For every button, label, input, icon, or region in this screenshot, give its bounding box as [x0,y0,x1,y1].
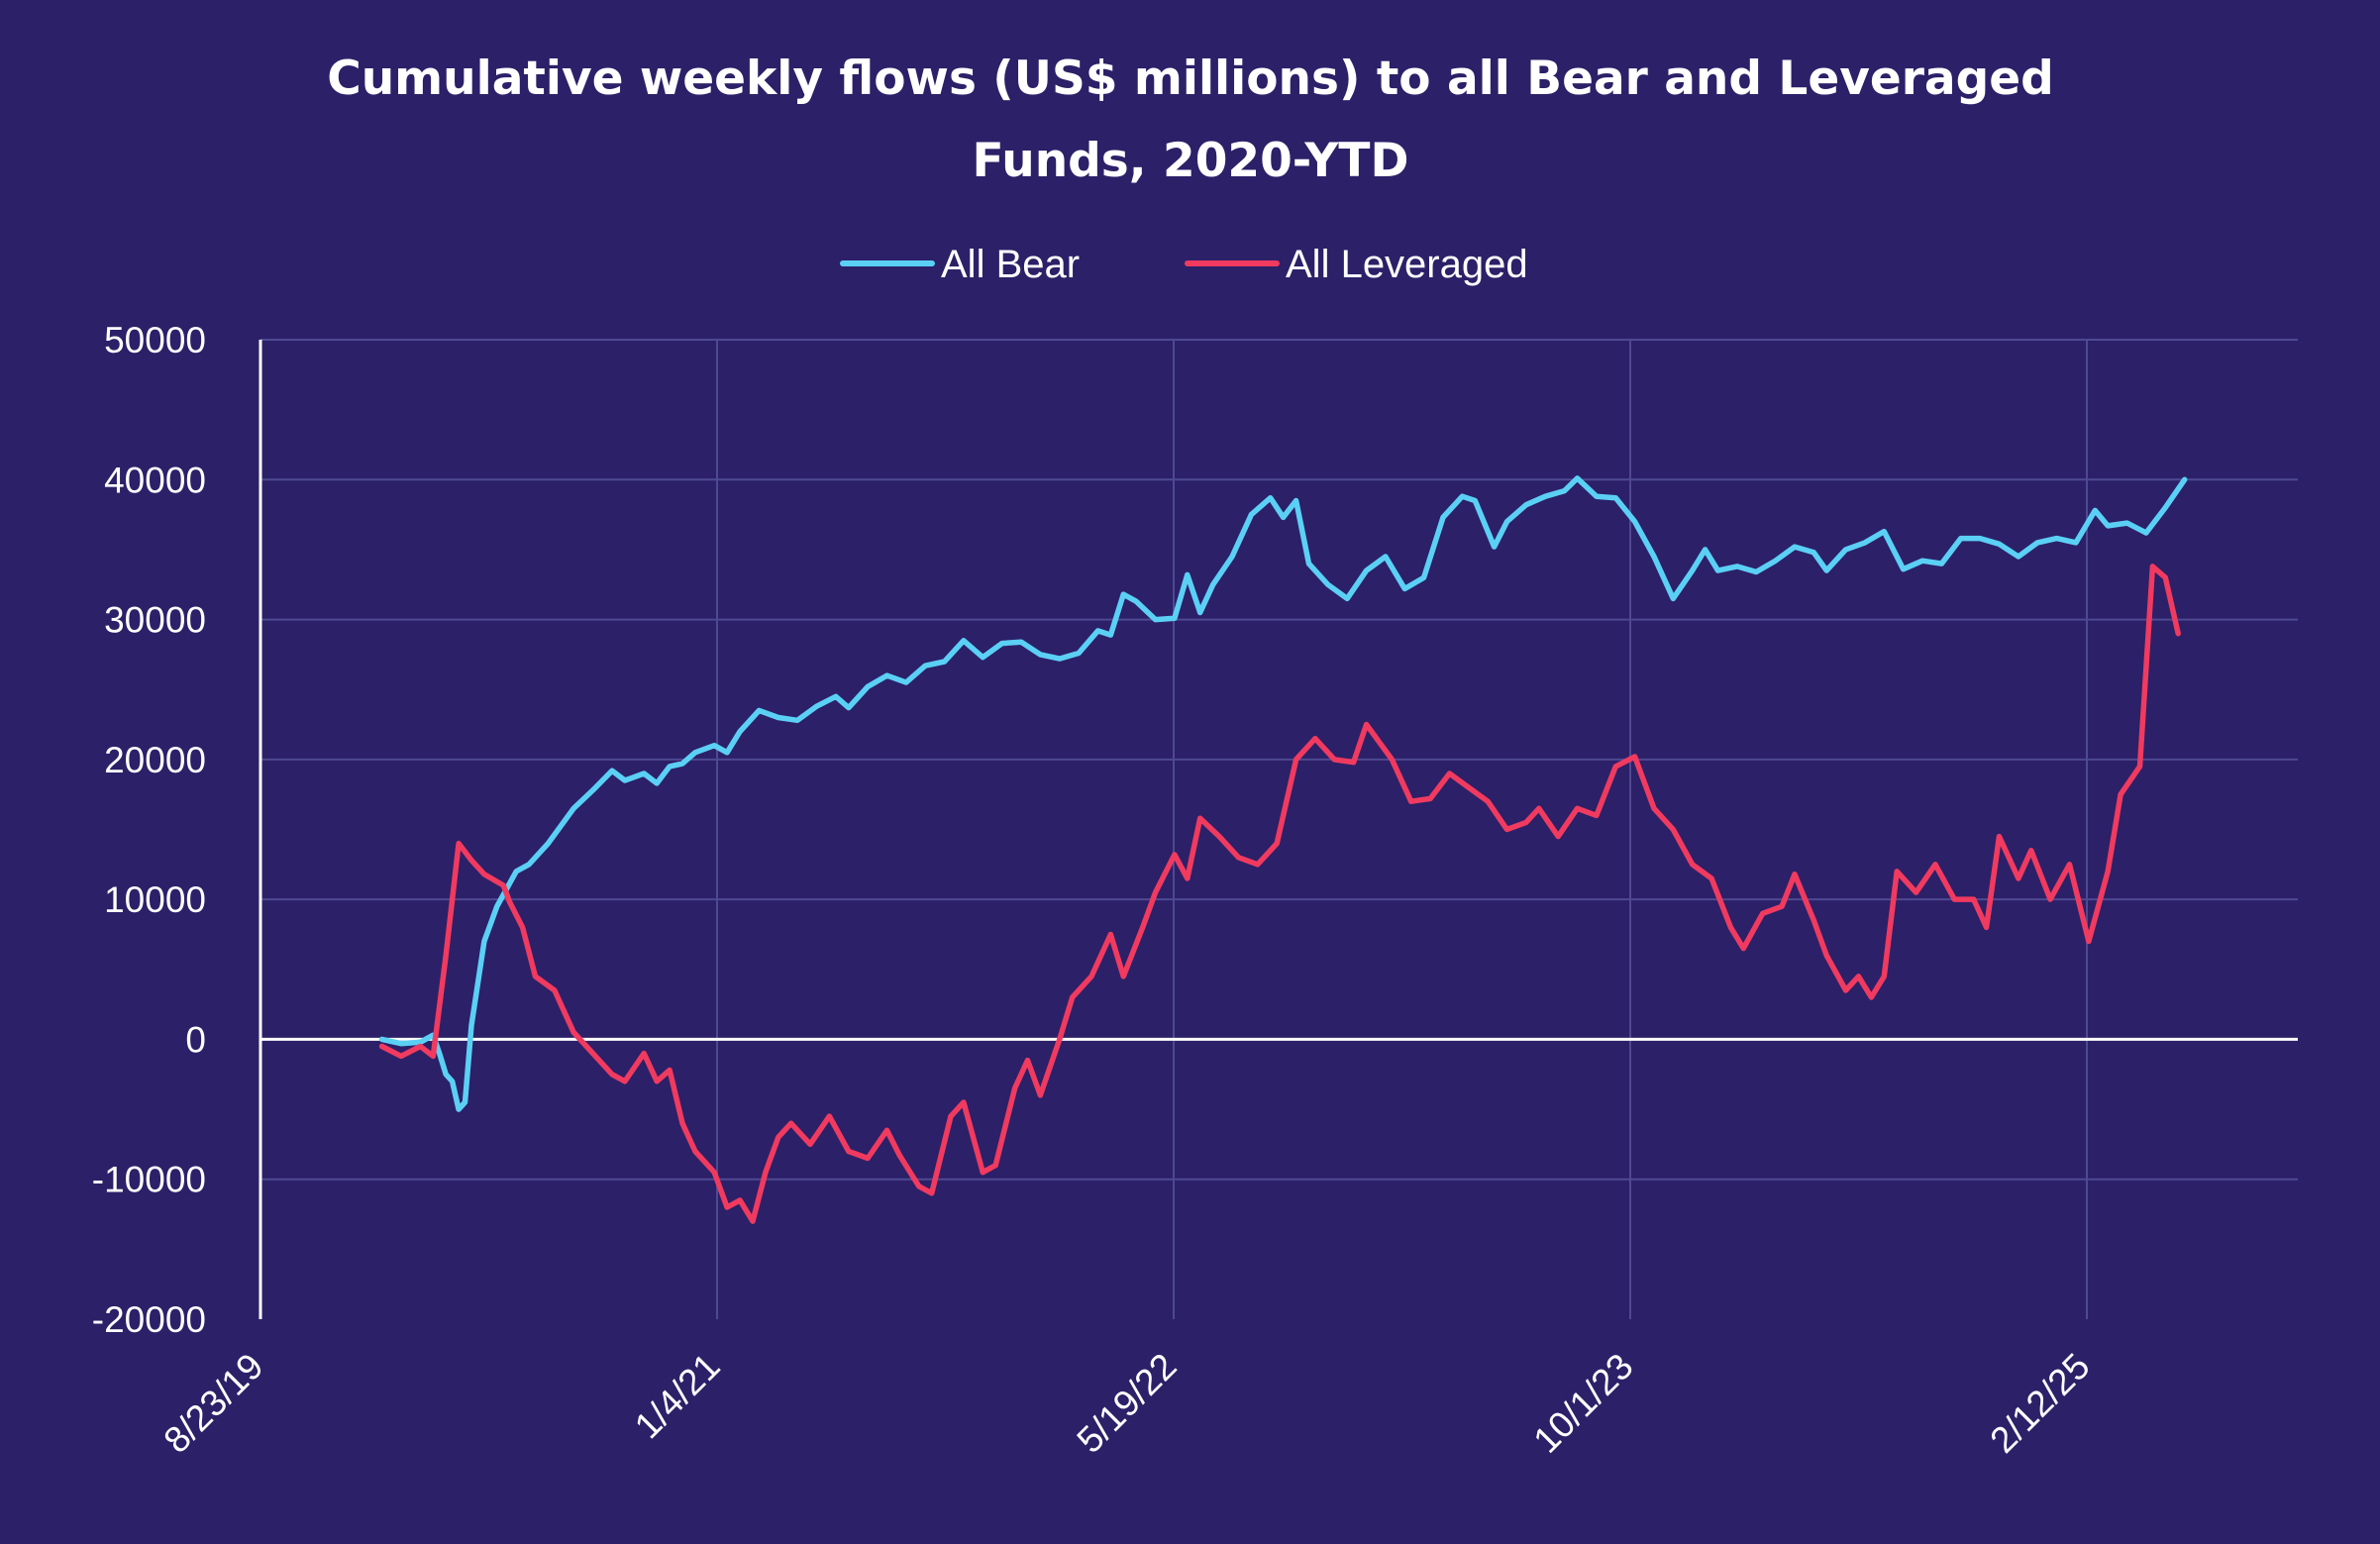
y-tick-label: -20000 [92,1299,206,1340]
y-tick-label: 40000 [104,460,206,500]
x-tick-label: 5/19/22 [1069,1346,1184,1461]
y-tick-label: 20000 [104,740,206,780]
y-tick-label: 30000 [104,600,206,641]
x-tick-label: 2/12/25 [1982,1346,2097,1461]
x-tick-label: 8/23/19 [155,1346,270,1461]
y-tick-label: -10000 [92,1160,206,1200]
x-tick-label: 10/1/23 [1525,1346,1640,1461]
grid [260,339,2298,1319]
series-line-all-bear [378,475,2188,1112]
axes [259,340,2298,1319]
series-lines [378,475,2188,1224]
chart-title-line-1: Cumulative weekly flows (US$ millions) t… [327,51,2054,106]
legend: All Bear All Leveraged [840,243,1528,286]
chart-title-line-2: Funds, 2020-YTD [972,134,1408,188]
legend-label-all-bear: All Bear [941,243,1080,286]
x-tick-label: 1/4/21 [627,1346,728,1447]
y-tick-label: 0 [185,1019,206,1060]
x-axis-ticks: 8/23/19 1/4/21 5/19/22 10/1/23 2/12/25 [155,1346,2097,1461]
y-tick-label: 50000 [104,320,206,360]
legend-label-all-leveraged: All Leveraged [1286,243,1528,286]
y-tick-label: 10000 [104,879,206,920]
series-line-all-leveraged [378,564,2181,1224]
y-axis-ticks: 50000 40000 30000 20000 10000 0 -10000 -20000 [92,320,206,1340]
